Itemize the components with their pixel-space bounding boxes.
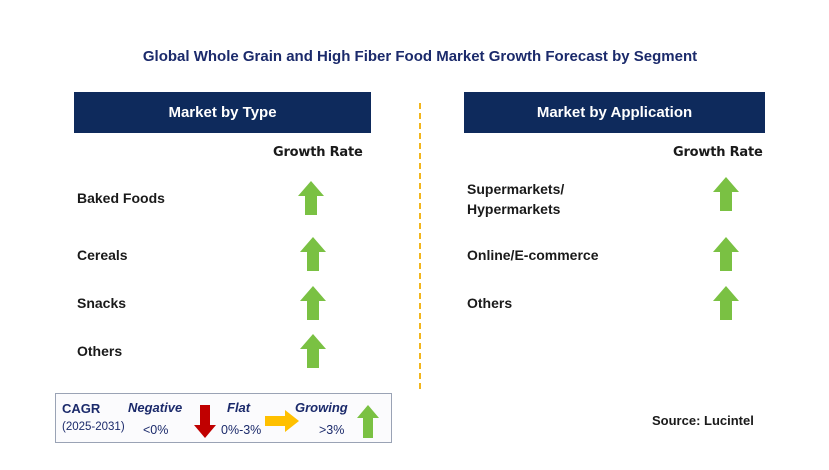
- down-arrow-icon: [194, 405, 216, 438]
- right-arrow-icon: [265, 410, 299, 432]
- application-panel-header: Market by Application: [464, 92, 765, 133]
- type-row-label: Cereals: [77, 247, 128, 263]
- type-growth-rate-label: Growth Rate: [273, 145, 363, 160]
- application-row-label: Online/E-commerce: [467, 247, 599, 263]
- up-arrow-icon: [713, 177, 739, 211]
- cagr-legend: CAGR (2025-2031) Negative <0% Flat 0%-3%…: [55, 393, 392, 443]
- type-panel-header: Market by Type: [74, 92, 371, 133]
- up-arrow-icon: [300, 286, 326, 320]
- legend-period: (2025-2031): [62, 421, 125, 433]
- application-growth-rate-label: Growth Rate: [673, 145, 763, 160]
- up-arrow-icon: [357, 405, 379, 438]
- up-arrow-icon: [300, 334, 326, 368]
- legend-growing-value: >3%: [319, 423, 345, 437]
- up-arrow-icon: [713, 237, 739, 271]
- application-row-label: Supermarkets/ Hypermarkets: [467, 181, 565, 217]
- application-row-label: Others: [467, 295, 513, 311]
- type-row-label: Baked Foods: [77, 190, 165, 206]
- panel-divider: [419, 103, 421, 389]
- up-arrow-icon: [713, 286, 739, 320]
- up-arrow-icon: [298, 181, 324, 215]
- legend-negative-value: <0%: [143, 423, 169, 437]
- legend-flat-label: Flat: [227, 400, 251, 415]
- type-row-label: Snacks: [77, 295, 127, 311]
- type-row-label: Others: [77, 343, 123, 359]
- legend-flat-value: 0%-3%: [221, 423, 262, 437]
- up-arrow-icon: [300, 237, 326, 271]
- legend-negative-label: Negative: [128, 400, 183, 415]
- legend-growing-label: Growing: [295, 400, 348, 415]
- legend-cagr-label: CAGR: [62, 401, 101, 416]
- page-title: Global Whole Grain and High Fiber Food M…: [142, 48, 698, 65]
- source-label: Source: Lucintel: [652, 413, 754, 428]
